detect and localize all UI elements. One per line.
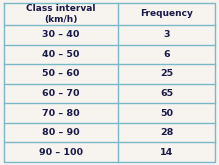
Text: 40 – 50: 40 – 50: [42, 50, 80, 59]
Text: 30 – 40: 30 – 40: [42, 30, 80, 39]
Text: 80 – 90: 80 – 90: [42, 128, 80, 137]
Text: Frequency: Frequency: [140, 10, 193, 18]
Text: 50: 50: [160, 109, 173, 118]
Text: 28: 28: [160, 128, 173, 137]
Text: 90 – 100: 90 – 100: [39, 148, 83, 157]
Text: 3: 3: [163, 30, 170, 39]
Text: 70 – 80: 70 – 80: [42, 109, 80, 118]
Text: Class interval
(km/h): Class interval (km/h): [26, 4, 96, 24]
Text: 14: 14: [160, 148, 173, 157]
Text: 50 – 60: 50 – 60: [42, 69, 80, 78]
Text: 65: 65: [160, 89, 173, 98]
Text: 25: 25: [160, 69, 173, 78]
Text: 6: 6: [163, 50, 170, 59]
Text: 60 – 70: 60 – 70: [42, 89, 80, 98]
